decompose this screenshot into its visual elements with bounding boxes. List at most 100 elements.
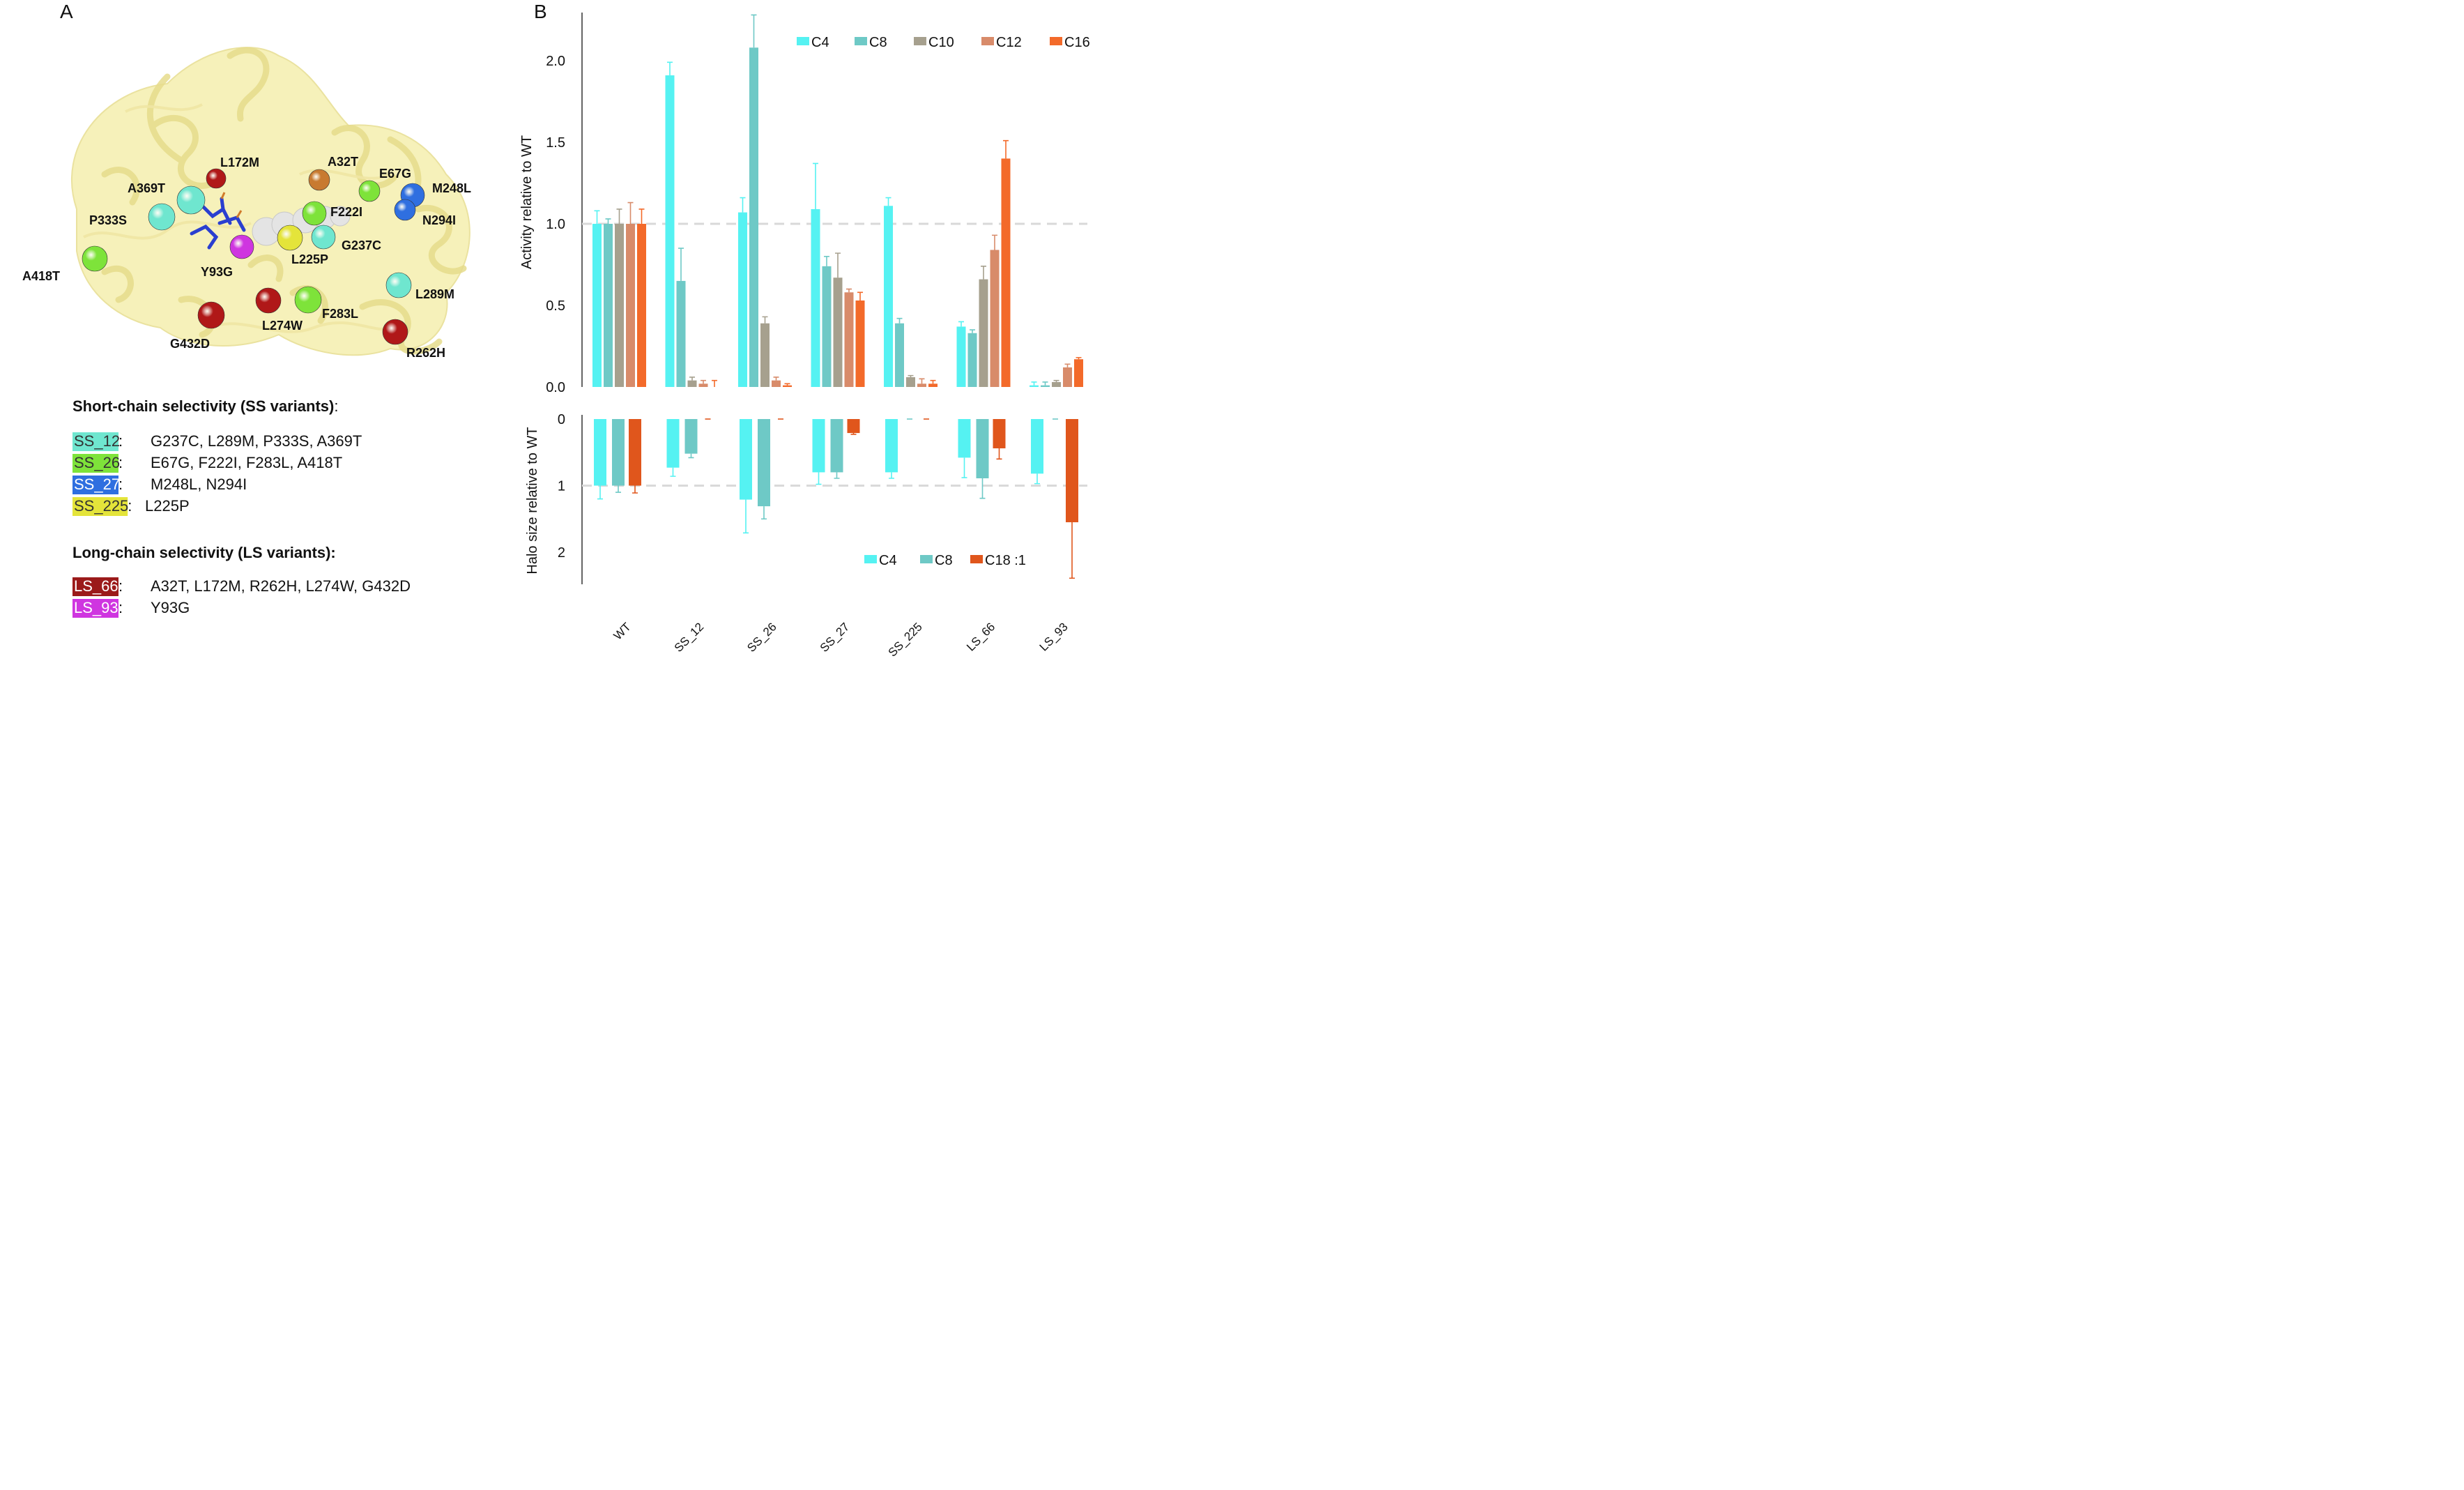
bar-c16-ss_225: [928, 383, 938, 387]
mutation-sites: L172M A32T E67G M248L A369T F222I N294I P333S G2…: [22, 155, 471, 360]
error-bar: [701, 379, 706, 384]
residue-sphere-a369t: [176, 185, 206, 215]
residue-sphere-l225p: [277, 225, 303, 251]
error-bar: [813, 162, 818, 209]
bar-c16-ls_66: [1001, 158, 1011, 387]
error-bar: [992, 234, 997, 250]
bar-c4-ls_93: [1030, 385, 1039, 387]
bar-c8-ss_26: [758, 419, 770, 507]
variant-separator: :: [118, 432, 123, 450]
error-bar: [670, 467, 676, 477]
legend-swatch: [797, 37, 809, 45]
halo-size-chart: 0 1 2 Halo size relative to WT C4 C8 C18 :1: [525, 412, 1087, 584]
category-label-ls_93: LS_93: [1037, 620, 1071, 653]
error-bar: [889, 472, 894, 479]
error-bar: [773, 377, 779, 381]
short-chain-title: Short-chain selectivity (SS variants):: [72, 397, 338, 415]
variant-tag-ss_225: SS_225: [74, 497, 128, 515]
bar-c16-wt: [637, 224, 646, 387]
protein-structure-illustration: L172M A32T E67G M248L A369T F222I N294I P333S G2…: [22, 47, 471, 360]
variant-mutations-ss_12: G237C, L289M, P333S, A369T: [151, 432, 362, 450]
residue-sphere-n294i: [394, 199, 416, 221]
variant-separator: :: [128, 497, 132, 515]
residue-sphere-g432d: [197, 301, 225, 329]
bar-c4-ss_12: [665, 75, 675, 387]
error-bar: [1031, 381, 1037, 386]
bar-c4-ls_93: [1031, 419, 1043, 474]
legend-swatch: [864, 555, 877, 563]
y-tick-label: 0.0: [546, 380, 565, 395]
variant-separator: :: [118, 599, 123, 616]
y-tick-label: 1.5: [546, 135, 565, 151]
legend-swatch: [1050, 37, 1062, 45]
error-bar: [930, 379, 936, 384]
coil-loops: [83, 103, 391, 333]
residue-sphere-p333s: [148, 203, 176, 231]
bar-c10-ss_12: [687, 380, 697, 387]
residue-label-m248l: M248L: [432, 181, 471, 195]
activity-chart: 0.0 0.5 1.0 1.5 2.0 Activity relative to WT C4…: [519, 13, 1090, 395]
bar-c8-ls_93: [1041, 385, 1050, 387]
bar-c8-ss_12: [676, 280, 686, 387]
y-tick-label: 2: [558, 545, 565, 561]
category-label-ss_225: SS_225: [886, 620, 925, 659]
bar-c181-ss_27: [847, 419, 860, 434]
legend-label: C12: [996, 35, 1022, 50]
legend-label: C4: [811, 35, 829, 50]
bar-c8-ss_27: [830, 419, 843, 473]
bar-c12-ls_93: [1063, 367, 1072, 387]
residue-sphere-l172m: [206, 168, 227, 189]
variant-separator: :: [118, 476, 123, 493]
variant-mutations-ss_27: M248L, N294I: [151, 476, 247, 493]
bar-c4-ss_225: [885, 419, 898, 473]
variant-mutations-ss_26: E67G, F222I, F283L, A418T: [151, 454, 342, 471]
error-bar: [996, 448, 1002, 460]
error-bar: [1042, 381, 1048, 386]
category-label-ls_66: LS_66: [964, 620, 997, 653]
error-bar: [1076, 357, 1082, 360]
legend-swatch: [970, 555, 983, 563]
variant-mutations-ls_66: A32T, L172M, R262H, L274W, G432D: [151, 577, 411, 595]
error-bar: [970, 329, 975, 333]
variant-tag-bg-ss_225: [72, 497, 128, 516]
bar-c4-ss_27: [811, 208, 820, 387]
bar-c12-ss_225: [917, 383, 926, 387]
y-axis-title: Halo size relative to WT: [525, 427, 540, 574]
residue-label-l289m: L289M: [415, 287, 454, 301]
bar-c10-wt: [615, 224, 624, 387]
error-bar: [627, 202, 634, 224]
residue-label-a418t: A418T: [22, 269, 60, 283]
legend-label: C10: [928, 35, 954, 50]
variant-tag-bg-ss_26: [72, 454, 118, 473]
error-bar: [667, 61, 673, 76]
bar-c4-ss_27: [812, 419, 825, 473]
residue-label-l274w: L274W: [262, 319, 303, 333]
bar-c4-ss_26: [738, 212, 747, 387]
error-bar: [605, 218, 611, 224]
bar-c4-wt: [592, 224, 602, 387]
halo-legend: C4 C8 C18 :1: [864, 553, 1026, 568]
variant-separator: :: [118, 577, 123, 595]
bar-c4-ss_26: [740, 419, 752, 500]
error-bar: [761, 506, 767, 520]
error-bar: [632, 485, 638, 494]
error-bar: [961, 457, 967, 478]
error-bar: [835, 252, 841, 278]
bar-c10-ls_66: [979, 279, 988, 387]
error-bar: [688, 453, 694, 459]
error-bar: [1053, 379, 1059, 382]
variant-mutations-ls_93: Y93G: [151, 599, 190, 616]
category-label-ss_12: SS_12: [672, 620, 707, 655]
residue-label-f222i: F222I: [330, 205, 362, 219]
short-chain-variant-list: SS_12: G237C, L289M, P333S, A369T SS_26: E6…: [72, 432, 362, 516]
error-bar: [743, 499, 749, 534]
legend-label: C8: [869, 35, 887, 50]
bar-c12-ss_26: [772, 380, 781, 387]
error-bar: [1064, 363, 1071, 367]
error-bar: [1069, 522, 1075, 579]
bar-c12-ss_27: [844, 292, 854, 387]
catalytic-residue-oxygens: [220, 192, 243, 218]
residue-label-l225p: L225P: [291, 252, 328, 266]
bar-c8-ss_27: [822, 266, 832, 387]
long-chain-title: Long-chain selectivity (LS variants):: [72, 544, 336, 561]
